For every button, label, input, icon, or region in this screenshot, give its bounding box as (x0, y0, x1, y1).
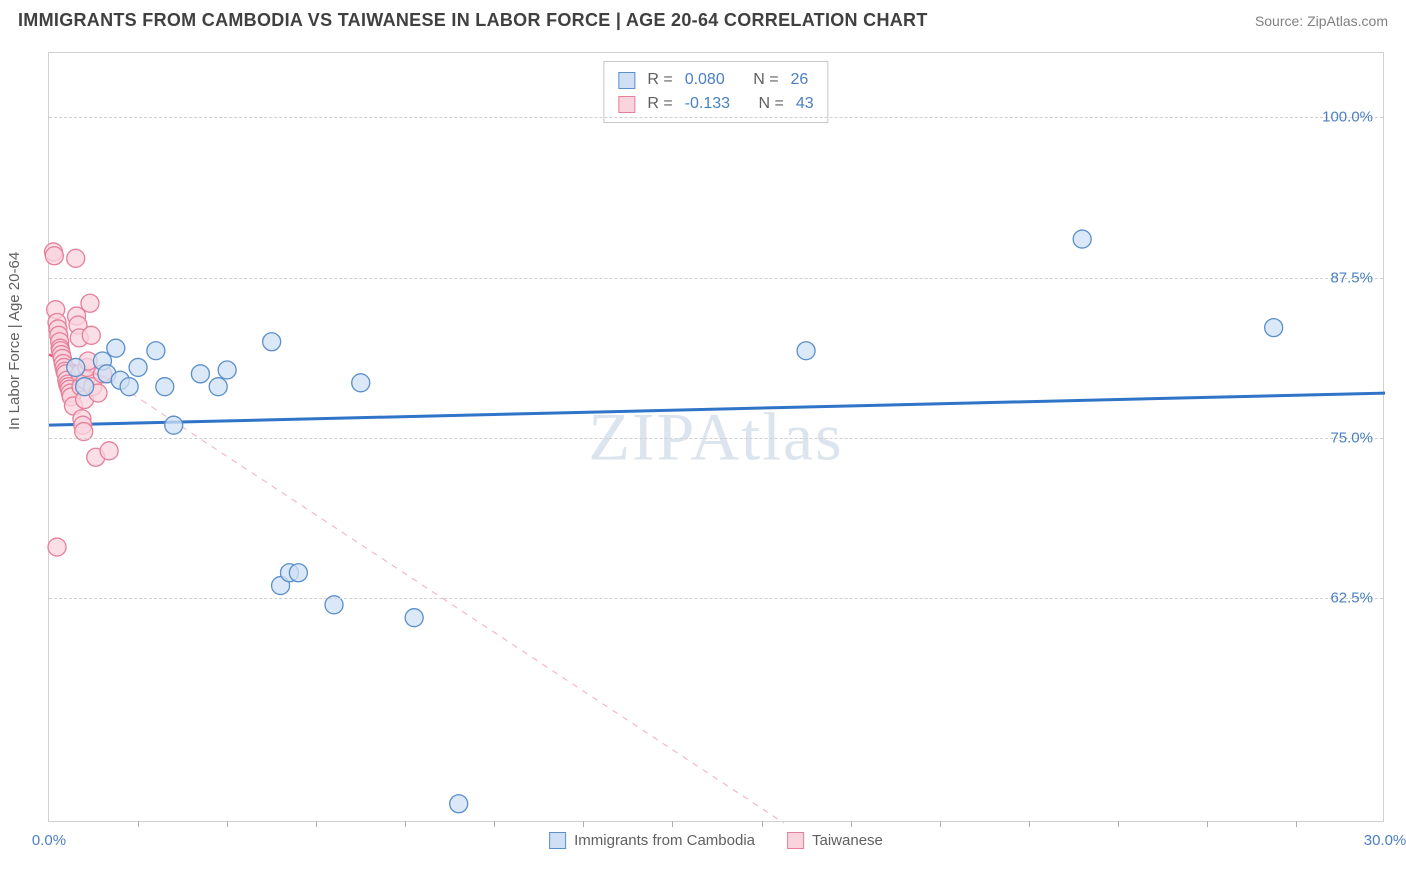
plot-svg (49, 53, 1383, 821)
x-tick (762, 821, 763, 827)
n-label: N = (753, 68, 778, 92)
n-label: N = (759, 92, 784, 116)
legend-item-blue: Immigrants from Cambodia (549, 832, 755, 849)
gridline (49, 438, 1383, 439)
chart-frame: ZIPAtlas R = 0.080 N = 26 R = -0.133 N =… (48, 52, 1384, 822)
y-axis-label: In Labor Force | Age 20-64 (6, 252, 23, 430)
x-tick (583, 821, 584, 827)
swatch-pink-icon (618, 96, 635, 113)
x-tick (1296, 821, 1297, 827)
swatch-blue-icon (549, 832, 566, 849)
y-tick-label: 62.5% (1330, 590, 1373, 607)
r-value-blue: 0.080 (685, 68, 725, 92)
y-tick-label: 100.0% (1322, 109, 1373, 126)
legend-series: Immigrants from Cambodia Taiwanese (549, 832, 883, 849)
x-tick (138, 821, 139, 827)
r-label: R = (647, 92, 672, 116)
gridline (49, 598, 1383, 599)
legend-correlation: R = 0.080 N = 26 R = -0.133 N = 43 (603, 61, 828, 123)
swatch-blue-icon (618, 72, 635, 89)
legend-row-pink: R = -0.133 N = 43 (618, 92, 813, 116)
gridline (49, 117, 1383, 118)
x-tick (1029, 821, 1030, 827)
r-value-pink: -0.133 (685, 92, 730, 116)
x-tick (1118, 821, 1119, 827)
n-value-pink: 43 (796, 92, 814, 116)
header: IMMIGRANTS FROM CAMBODIA VS TAIWANESE IN… (0, 0, 1406, 31)
legend-item-pink: Taiwanese (787, 832, 883, 849)
n-value-blue: 26 (791, 68, 809, 92)
x-tick (405, 821, 406, 827)
legend-label-pink: Taiwanese (812, 832, 883, 849)
x-tick (494, 821, 495, 827)
x-tick (227, 821, 228, 827)
source-label: Source: ZipAtlas.com (1255, 13, 1388, 29)
gridline (49, 278, 1383, 279)
x-tick-label: 30.0% (1364, 832, 1406, 849)
swatch-pink-icon (787, 832, 804, 849)
r-label: R = (647, 68, 672, 92)
legend-label-blue: Immigrants from Cambodia (574, 832, 755, 849)
y-tick-label: 87.5% (1330, 269, 1373, 286)
x-tick (316, 821, 317, 827)
y-tick-label: 75.0% (1330, 430, 1373, 447)
x-tick (1207, 821, 1208, 827)
chart-title: IMMIGRANTS FROM CAMBODIA VS TAIWANESE IN… (18, 10, 928, 31)
x-tick (940, 821, 941, 827)
x-tick (672, 821, 673, 827)
x-tick-label: 0.0% (32, 832, 66, 849)
x-tick (851, 821, 852, 827)
legend-row-blue: R = 0.080 N = 26 (618, 68, 813, 92)
